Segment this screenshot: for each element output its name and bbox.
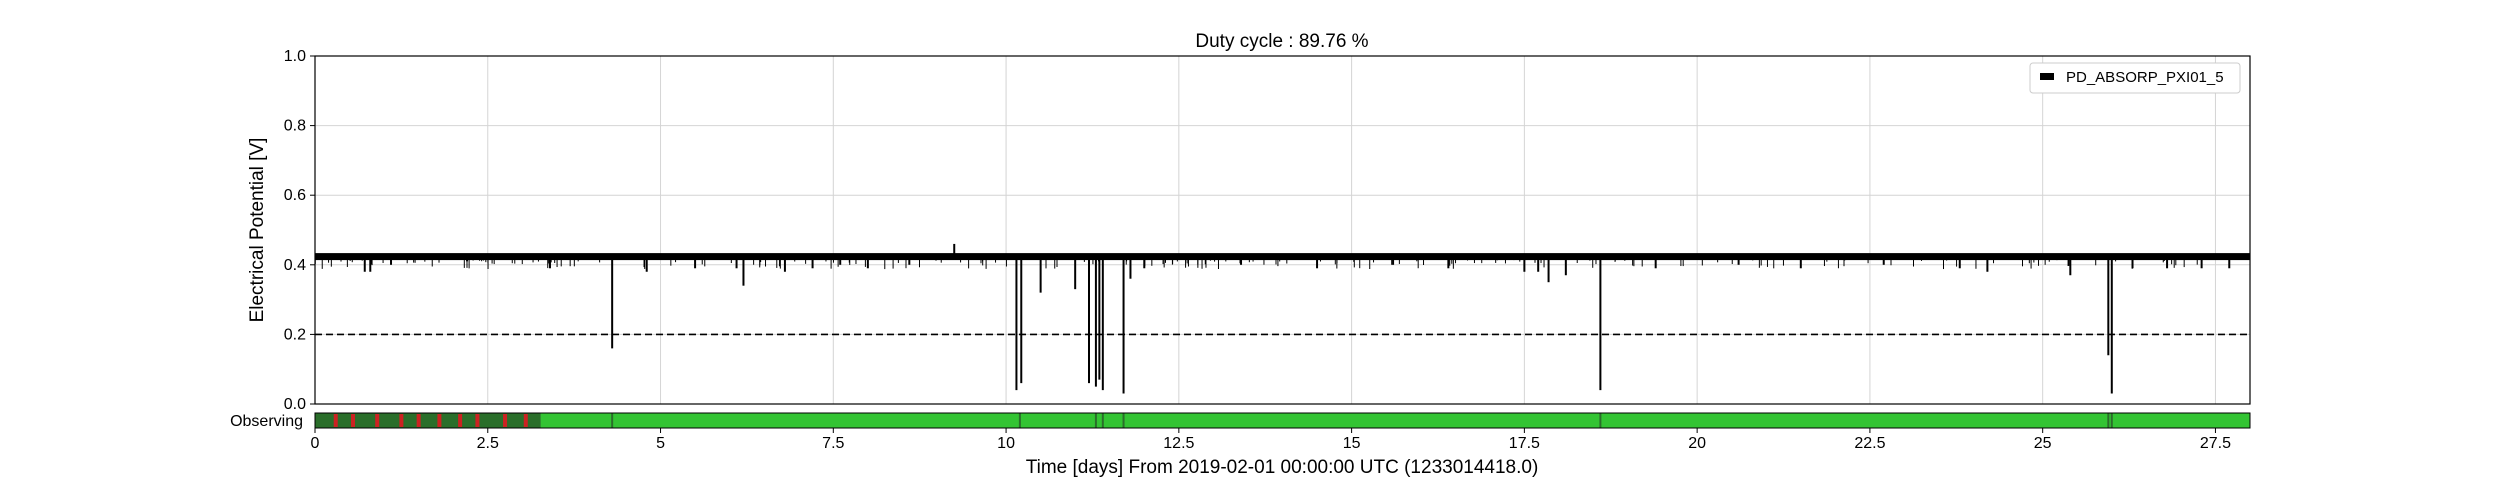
state-bar-label: Observing	[230, 413, 303, 430]
state-flag-mark	[437, 414, 442, 427]
x-tick-label: 25	[2034, 435, 2052, 452]
state-gap-mark	[2107, 413, 2110, 428]
plot-frame	[314, 55, 2251, 405]
state-gap-mark	[1101, 413, 1104, 428]
state-flag-mark	[351, 414, 356, 427]
state-active-segment	[315, 413, 2250, 428]
x-tick-label: 2.5	[477, 435, 499, 452]
x-axis-label: Time [days] From 2019-02-01 00:00:00 UTC…	[1026, 457, 1539, 478]
x-tick-label: 10	[997, 435, 1015, 452]
state-flag-mark	[399, 414, 404, 427]
legend[interactable]: PD_ABSORP_PXI01_5	[2029, 62, 2241, 94]
state-bar	[314, 412, 2251, 429]
y-tick-label: 0.2	[284, 326, 306, 343]
legend-label: PD_ABSORP_PXI01_5	[2066, 69, 2224, 86]
y-tick-label: 0.4	[284, 257, 306, 274]
y-tick-label: 0.8	[284, 118, 306, 135]
y-axis: 0.0 0.2 0.4 0.6 0.8 1.0	[284, 48, 315, 413]
state-dark-segment	[315, 413, 540, 428]
state-flag-mark	[416, 414, 421, 427]
x-tick-label: 22.5	[1854, 435, 1885, 452]
chart-title: Duty cycle : 89.76 %	[1195, 31, 1368, 52]
grid	[314, 55, 2250, 405]
x-tick-label: 5	[656, 435, 665, 452]
x-tick-label: 27.5	[2200, 435, 2231, 452]
series-layer	[314, 243, 2250, 394]
y-tick-label: 0.6	[284, 187, 306, 204]
state-flag-mark	[503, 414, 508, 427]
state-flag-mark	[375, 414, 380, 427]
y-tick-label: 1.0	[284, 48, 306, 65]
x-tick-label: 17.5	[1509, 435, 1540, 452]
x-tick-label: 12.5	[1163, 435, 1194, 452]
x-tick-label: 15	[1343, 435, 1361, 452]
state-gap-mark	[1599, 413, 1602, 428]
series-baseline	[315, 253, 2250, 261]
state-gap-mark	[1122, 413, 1125, 428]
legend-swatch	[2040, 73, 2054, 80]
state-flag-mark	[333, 414, 338, 427]
x-tick-label: 20	[1688, 435, 1706, 452]
state-flag-mark	[523, 414, 528, 427]
state-flag-mark	[475, 414, 480, 427]
state-bar-frame	[314, 412, 2251, 429]
y-axis-label: Electrical Potential [V]	[247, 138, 268, 323]
x-axis: 0 2.5 5 7.5 10 12.5 15 17.5 20 22.5 25 27.5	[311, 428, 2231, 452]
state-gap-mark	[611, 413, 614, 428]
state-gap-mark	[1094, 413, 1097, 428]
state-gap-mark	[1018, 413, 1021, 428]
x-tick-label: 7.5	[822, 435, 844, 452]
state-flag-mark	[458, 414, 463, 427]
state-gap-mark	[2110, 413, 2113, 428]
y-tick-label: 0.0	[284, 396, 306, 413]
legend-frame	[2029, 62, 2241, 94]
state-gap-mark	[538, 413, 541, 428]
x-tick-label: 0	[311, 435, 320, 452]
